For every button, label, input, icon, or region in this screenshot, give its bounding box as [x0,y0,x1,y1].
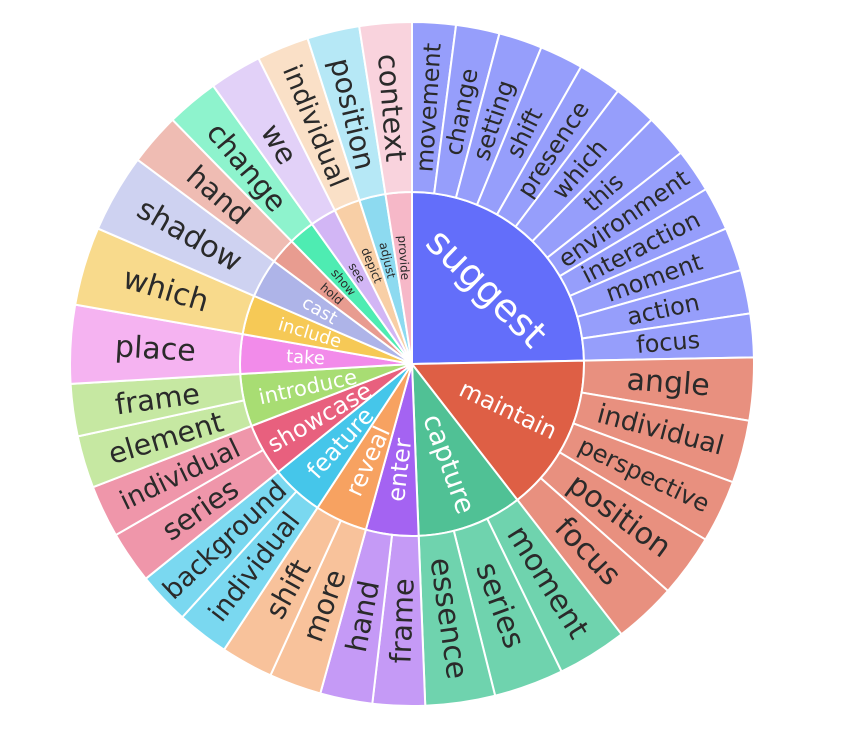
inner-label-provide: provide [395,235,412,281]
outer-segment-provide-context[interactable] [358,20,413,196]
outer-label-enter-frame: frame [383,578,420,664]
outer-label-maintain-angle: angle [626,362,712,403]
outer-ring: movementchangesettingshiftpresencewhicht… [69,20,755,708]
outer-label-suggest-focus: focus [635,326,701,359]
inner-label-take: take [286,346,326,369]
inner-ring: suggestmaintaincaptureenterrevealfeature… [239,190,585,537]
outer-label-take-place: place [114,329,197,369]
outer-label-provide-context: context [371,53,413,163]
